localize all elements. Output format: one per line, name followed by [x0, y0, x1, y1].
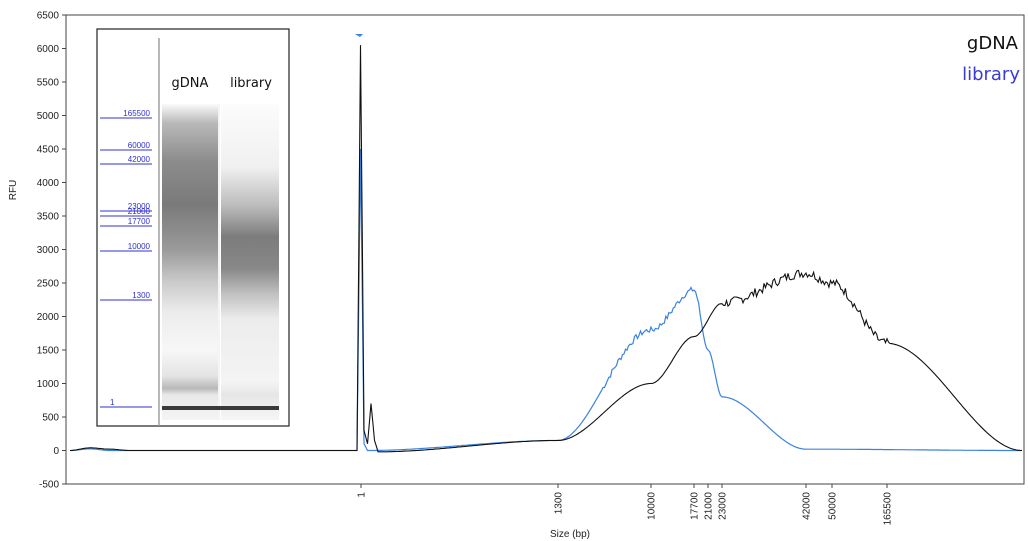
x-tick-label: 17700 — [690, 492, 701, 520]
legend-gdna: gDNA — [967, 33, 1019, 54]
gel-lane-library — [221, 104, 279, 420]
x-tick-label: 10000 — [647, 492, 658, 520]
gel-marker-band — [162, 406, 279, 410]
ladder-label: 23000 — [128, 202, 151, 211]
y-tick-label: 6000 — [37, 44, 60, 55]
gel-lane-label-library: library — [230, 76, 272, 91]
y-tick-label: 1000 — [37, 379, 60, 390]
y-tick-label: 3000 — [37, 245, 60, 256]
y-axis-title: RFU — [8, 180, 19, 201]
y-tick-label: 5000 — [37, 111, 60, 122]
gel-lane-gdna — [162, 104, 218, 420]
x-axis: 1 1300 10000 17700 21000 23000 42000 50000 16550… — [357, 484, 894, 525]
x-tick-label: 165500 — [883, 492, 894, 526]
ladder-label: 1 — [110, 398, 115, 407]
x-tick-label: 1 — [357, 492, 368, 498]
ladder-label: 17700 — [128, 217, 151, 226]
y-tick-label: 1500 — [37, 346, 60, 357]
ladder-label: 21000 — [128, 207, 151, 216]
y-axis: -500 0 500 1000 1500 2000 2500 3000 3500 4000 4500… — [37, 11, 66, 491]
series-layer — [70, 34, 1022, 453]
x-tick-label: 1300 — [554, 492, 565, 515]
ladder-label: 60000 — [128, 141, 151, 150]
series-line-gdna — [70, 45, 1022, 453]
y-tick-label: 3500 — [37, 212, 60, 223]
y-tick-label: 6500 — [37, 11, 60, 22]
x-tick-label: 42000 — [802, 492, 813, 520]
y-tick-label: 4500 — [37, 145, 60, 156]
gel-lane-label-gdna: gDNA — [172, 76, 209, 91]
x-tick-label: 21000 — [704, 492, 715, 520]
gel-inset: gDNA library 165500600004200023000210001… — [96, 28, 290, 427]
spike-marker — [355, 34, 363, 37]
legend-library: library — [962, 64, 1020, 85]
y-tick-label: 2000 — [37, 312, 60, 323]
ladder-label: 10000 — [128, 242, 151, 251]
x-tick-label: 23000 — [718, 492, 729, 520]
ladder-label: 1300 — [132, 291, 150, 300]
y-tick-label: 2500 — [37, 279, 60, 290]
x-tick-label: 50000 — [828, 492, 839, 520]
ladder-label: 165500 — [123, 109, 150, 118]
y-tick-label: -500 — [39, 480, 59, 491]
y-tick-label: 500 — [42, 413, 59, 424]
x-axis-title: Size (bp) — [550, 529, 590, 540]
y-tick-label: 4000 — [37, 178, 60, 189]
ladder-label: 42000 — [128, 155, 151, 164]
y-tick-label: 0 — [53, 446, 59, 457]
y-tick-label: 5500 — [37, 78, 60, 89]
